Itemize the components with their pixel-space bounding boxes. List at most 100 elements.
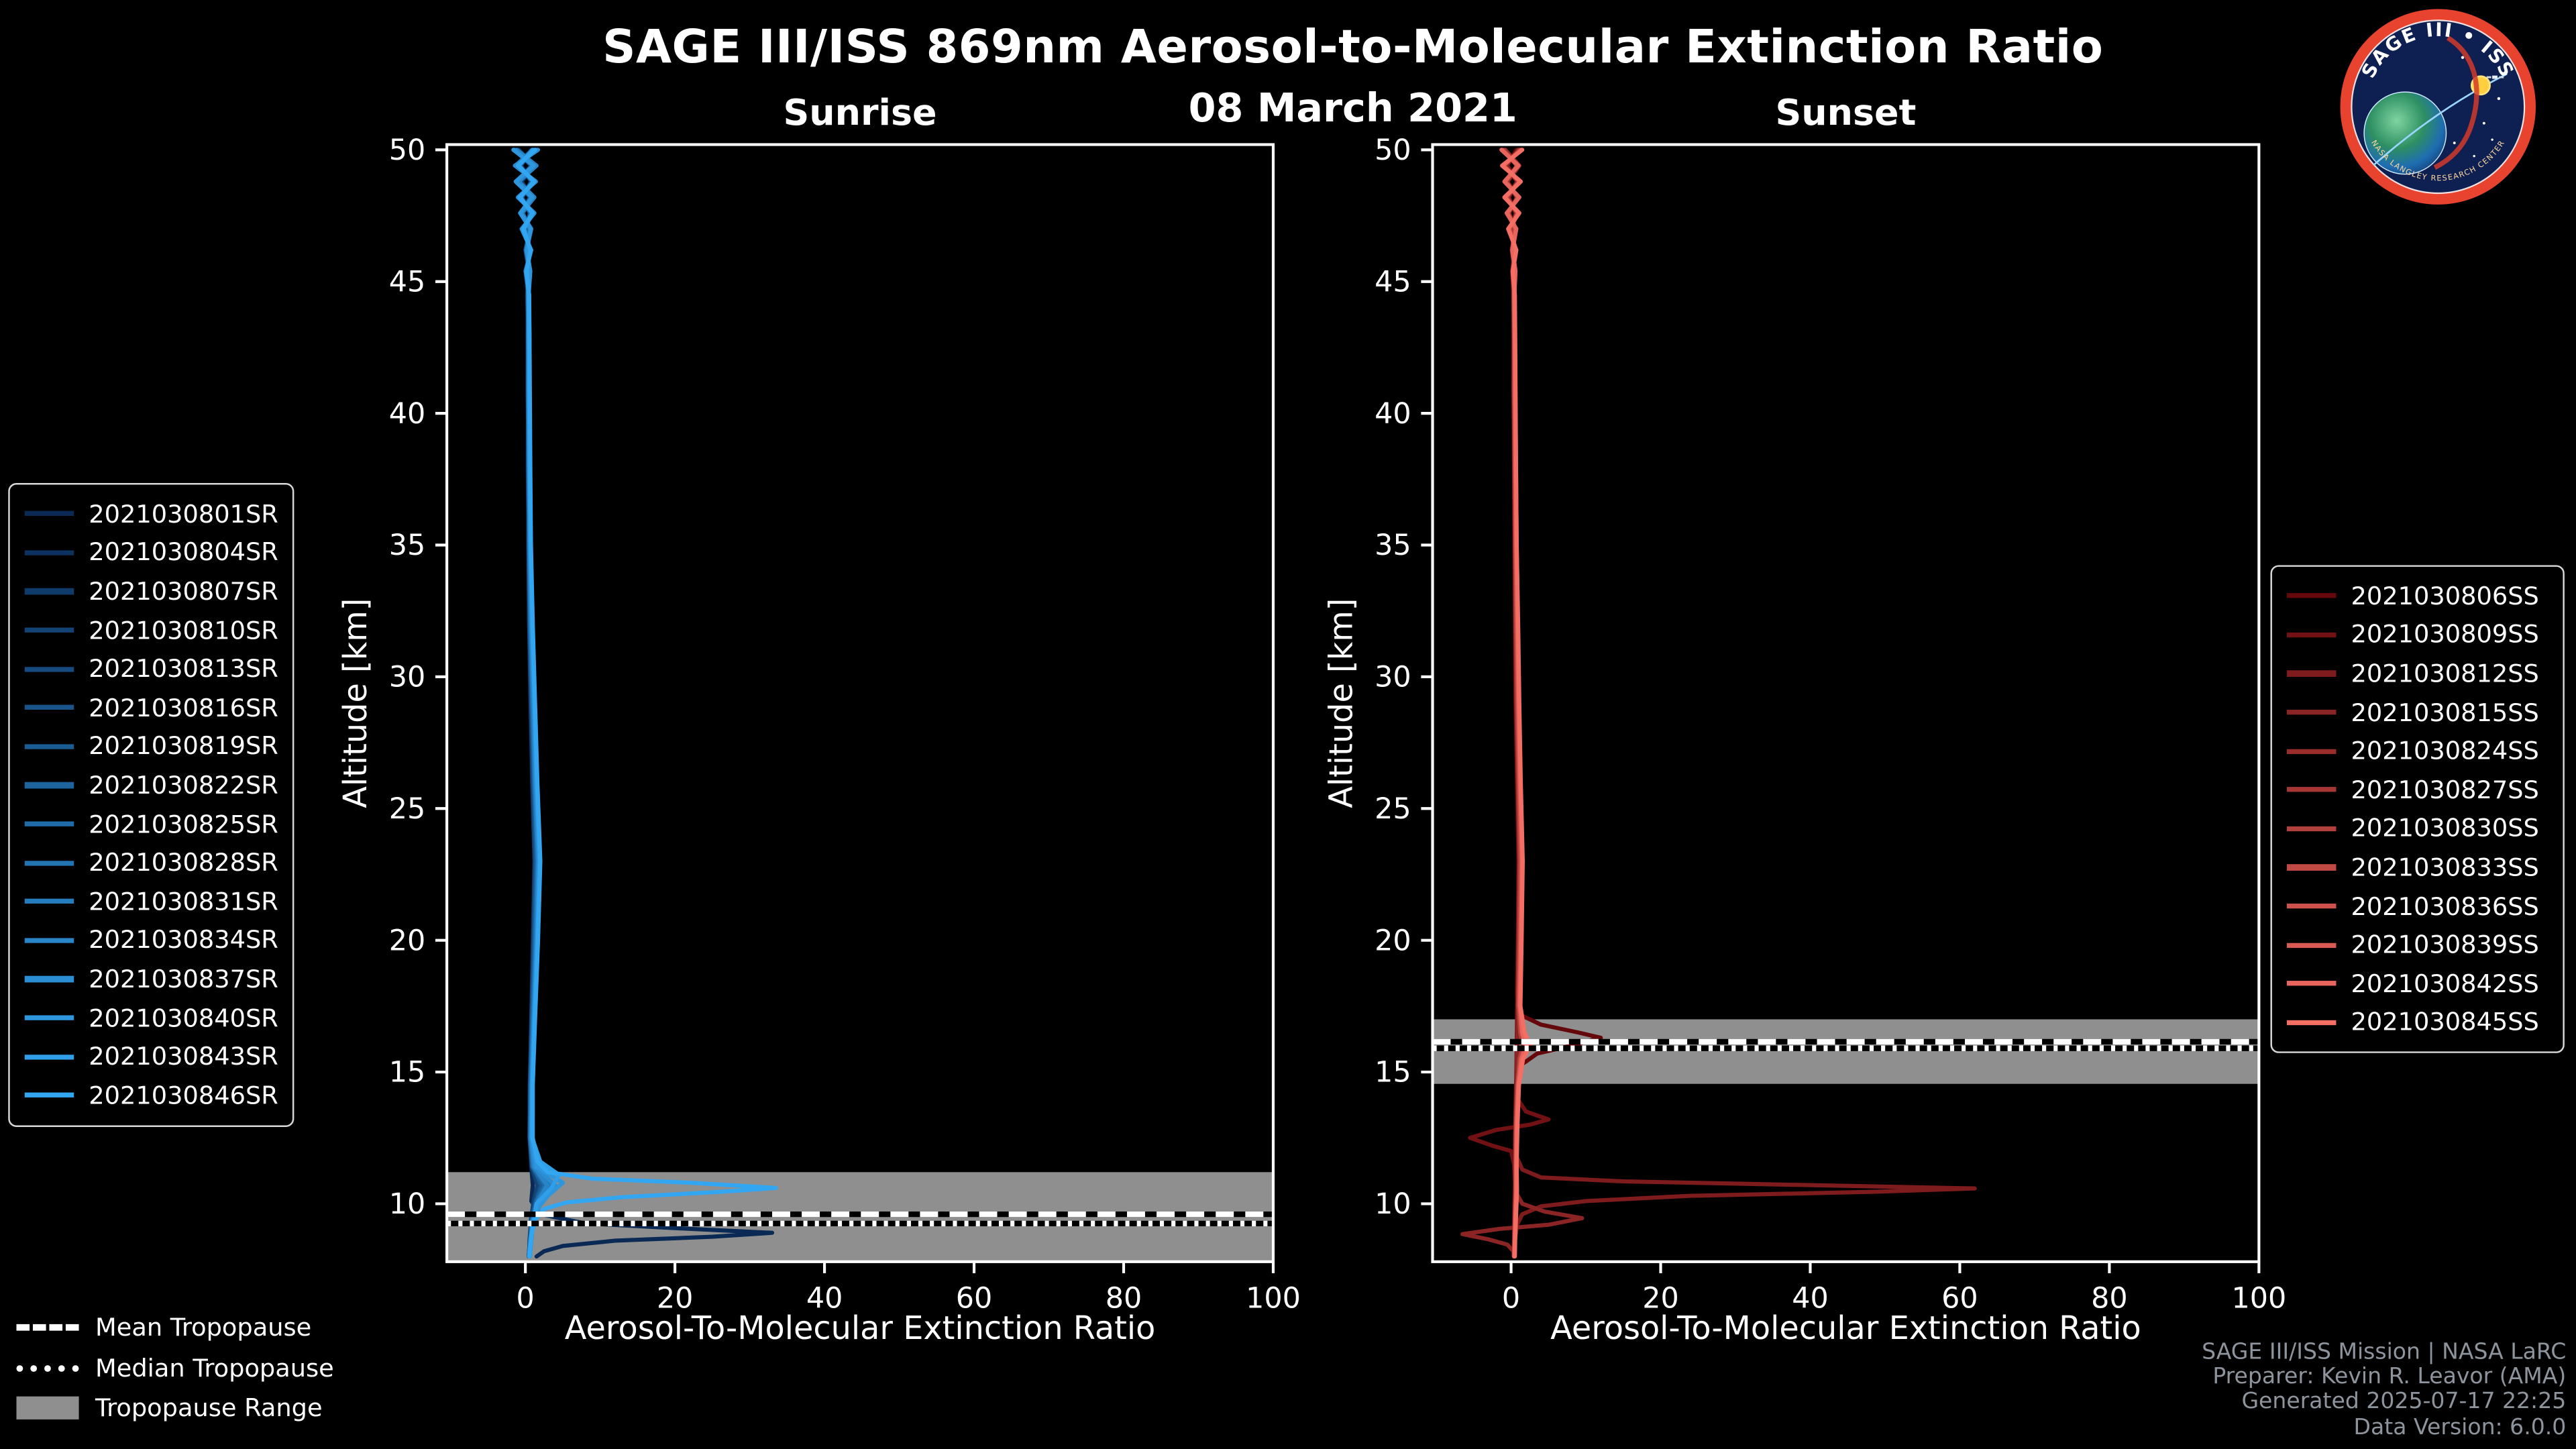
legend-item: 2021030845SS bbox=[2286, 1003, 2548, 1042]
legend-item: 2021030833SS bbox=[2286, 848, 2548, 887]
legend-label: 2021030839SS bbox=[2351, 930, 2539, 960]
profile-line-2021030809SS bbox=[1468, 148, 1551, 1259]
legend-item: 2021030810SR bbox=[24, 610, 278, 649]
legend-label: 2021030837SR bbox=[89, 964, 278, 994]
legend-line-swatch bbox=[2286, 826, 2337, 832]
legend-item: 2021030801SR bbox=[24, 494, 278, 533]
legend-line-swatch bbox=[24, 782, 74, 788]
credit-line: SAGE III/ISS Mission | NASA LaRC bbox=[2202, 1338, 2567, 1366]
legend-line-swatch bbox=[24, 666, 74, 672]
legend-item: 2021030822SR bbox=[24, 766, 278, 805]
figure-date: 08 March 2021 bbox=[1188, 85, 1517, 131]
legend-item-tropopause-range: Tropopause Range bbox=[16, 1389, 333, 1429]
y-tick-label: 25 bbox=[389, 792, 426, 826]
y-tick-label: 45 bbox=[389, 265, 426, 299]
legend-line-swatch bbox=[24, 511, 74, 517]
legend-line-swatch bbox=[2286, 748, 2337, 754]
legend-label: 2021030827SS bbox=[2351, 775, 2539, 805]
y-tick-label: 10 bbox=[1375, 1187, 1411, 1221]
legend-line-swatch bbox=[24, 1015, 74, 1021]
profile-line-2021030846SR bbox=[515, 148, 778, 1259]
profile-line-2021030815SS bbox=[1460, 148, 1585, 1259]
legend-item: 2021030824SS bbox=[2286, 732, 2548, 771]
legend-line-swatch bbox=[2286, 981, 2337, 987]
x-tick-label: 60 bbox=[1941, 1281, 1978, 1315]
legend-label: 2021030833SS bbox=[2351, 852, 2539, 882]
y-tick-label: 50 bbox=[389, 133, 426, 167]
legend-item: 2021030834SR bbox=[24, 921, 278, 960]
gray-band-swatch bbox=[16, 1397, 79, 1421]
legend-line-swatch bbox=[24, 860, 74, 865]
legend-line-swatch bbox=[24, 898, 74, 904]
legend-line-swatch bbox=[24, 821, 74, 827]
y-tick-label: 35 bbox=[1375, 529, 1411, 562]
iss-icon bbox=[2486, 75, 2504, 79]
x-axis-label: Aerosol-To-Molecular Extinction Ratio bbox=[565, 1310, 1156, 1347]
legend-label: 2021030815SS bbox=[2351, 697, 2539, 727]
legend-label: 2021030830SS bbox=[2351, 814, 2539, 844]
legend-label: 2021030840SR bbox=[89, 1003, 278, 1033]
legend-line-swatch bbox=[24, 705, 74, 710]
plot-area-sunset bbox=[1432, 148, 2259, 1259]
legend-line-swatch bbox=[24, 937, 74, 943]
legend-line-swatch bbox=[2286, 709, 2337, 715]
legend-label: 2021030834SR bbox=[89, 925, 278, 955]
legend-item: 2021030815SS bbox=[2286, 693, 2548, 732]
profile-line-2021030843SR bbox=[517, 148, 561, 1259]
y-tick-label: 10 bbox=[389, 1187, 426, 1221]
sunset-legend: 2021030806SS 2021030809SS 2021030812SS 2021… bbox=[2270, 565, 2565, 1054]
y-tick-label: 30 bbox=[389, 661, 426, 694]
legend-label: 2021030801SR bbox=[89, 498, 278, 529]
legend-label: 2021030846SR bbox=[89, 1080, 278, 1110]
legend-item: 2021030846SR bbox=[24, 1076, 278, 1115]
x-tick-label: 80 bbox=[1106, 1281, 1142, 1315]
legend-line-swatch bbox=[24, 588, 74, 594]
legend-label: 2021030809SS bbox=[2351, 620, 2539, 650]
y-axis-label: Altitude [km] bbox=[1324, 598, 1360, 808]
credits-block: SAGE III/ISS Mission | NASA LaRC Prepare… bbox=[2202, 1340, 2566, 1440]
legend-item: 2021030842SS bbox=[2286, 964, 2548, 1003]
legend-line-swatch bbox=[2286, 865, 2337, 870]
legend-label: Mean Tropopause bbox=[95, 1313, 312, 1343]
logo-inner-ring bbox=[2351, 19, 2526, 195]
dotted-line-swatch bbox=[16, 1364, 79, 1372]
legend-item: 2021030806SS bbox=[2286, 577, 2548, 616]
legend-label: 2021030810SR bbox=[89, 615, 278, 645]
legend-label: 2021030804SR bbox=[89, 537, 278, 568]
legend-label: 2021030806SS bbox=[2351, 581, 2539, 611]
legend-line-swatch bbox=[2286, 671, 2337, 676]
y-tick-label: 40 bbox=[1375, 397, 1411, 431]
x-tick-label: 40 bbox=[806, 1281, 843, 1315]
legend-item: 2021030804SR bbox=[24, 533, 278, 572]
legend-label: 2021030842SS bbox=[2351, 969, 2539, 999]
legend-item: 2021030816SR bbox=[24, 688, 278, 727]
credit-line: Preparer: Kevin R. Leavor (AMA) bbox=[2212, 1364, 2567, 1391]
legend-label: 2021030825SR bbox=[89, 809, 278, 839]
x-tick-label: 20 bbox=[1642, 1281, 1679, 1315]
plot-frame bbox=[1431, 143, 2261, 1263]
legend-line-swatch bbox=[2286, 593, 2337, 599]
figure-title: SAGE III/ISS 869nm Aerosol-to-Molecular … bbox=[602, 19, 2104, 74]
legend-item-mean-tropopause: Mean Tropopause bbox=[16, 1307, 333, 1348]
legend-line-swatch bbox=[24, 976, 74, 982]
y-tick-label: 15 bbox=[389, 1056, 426, 1089]
y-tick-label: 25 bbox=[1375, 792, 1411, 826]
tropopause-legend: Mean Tropopause Median Tropopause Tropop… bbox=[16, 1307, 334, 1429]
legend-label: 2021030807SR bbox=[89, 576, 278, 606]
credit-line: Generated 2025-07-17 22:25 bbox=[2241, 1389, 2567, 1415]
legend-item-median-tropopause: Median Tropopause bbox=[16, 1348, 334, 1389]
legend-item: 2021030825SR bbox=[24, 804, 278, 843]
legend-item: 2021030837SR bbox=[24, 960, 278, 999]
legend-label: 2021030824SS bbox=[2351, 736, 2539, 766]
x-tick-label: 0 bbox=[1502, 1281, 1520, 1315]
legend-label: 2021030845SS bbox=[2351, 1008, 2539, 1038]
legend-item: 2021030840SR bbox=[24, 998, 278, 1037]
legend-line-swatch bbox=[24, 549, 74, 555]
red-figure-swoosh bbox=[2433, 36, 2479, 170]
x-tick-label: 80 bbox=[2091, 1281, 2128, 1315]
profile-line-2021030812SS bbox=[1504, 148, 1977, 1259]
legend-line-swatch bbox=[24, 1054, 74, 1059]
profile-line-2021030801SR bbox=[519, 148, 775, 1259]
y-tick-label: 45 bbox=[1375, 265, 1411, 299]
y-tick-label: 15 bbox=[1375, 1056, 1411, 1089]
